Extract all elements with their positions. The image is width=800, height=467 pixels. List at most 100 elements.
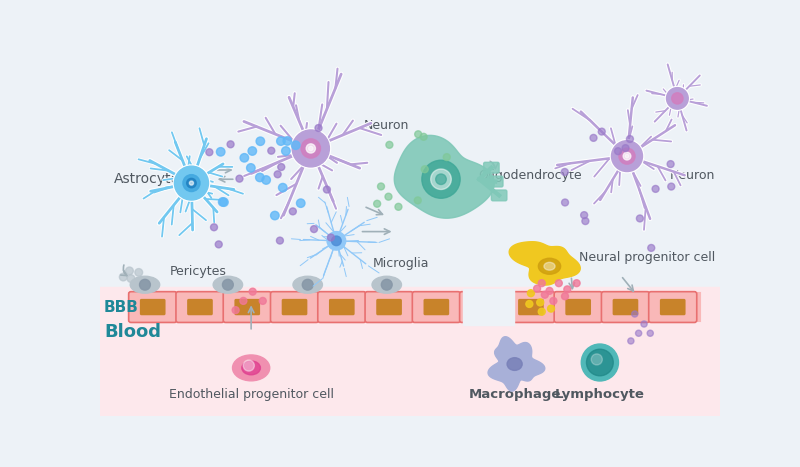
Ellipse shape	[372, 276, 402, 293]
FancyBboxPatch shape	[223, 292, 271, 322]
Circle shape	[210, 224, 218, 231]
Circle shape	[277, 137, 285, 145]
Ellipse shape	[130, 276, 160, 293]
Circle shape	[297, 199, 305, 207]
Circle shape	[611, 141, 642, 171]
Ellipse shape	[538, 258, 561, 274]
Circle shape	[562, 293, 569, 300]
Circle shape	[422, 160, 460, 198]
Circle shape	[667, 161, 674, 168]
FancyBboxPatch shape	[507, 292, 555, 322]
Circle shape	[206, 149, 213, 156]
FancyBboxPatch shape	[470, 299, 497, 315]
Circle shape	[374, 200, 381, 207]
Circle shape	[186, 178, 196, 188]
FancyBboxPatch shape	[282, 299, 307, 315]
Circle shape	[215, 241, 222, 248]
FancyBboxPatch shape	[176, 292, 224, 322]
Bar	[100, 56, 720, 287]
Circle shape	[378, 183, 385, 190]
Circle shape	[382, 279, 392, 290]
Circle shape	[619, 148, 635, 164]
Circle shape	[614, 148, 622, 155]
Circle shape	[582, 218, 589, 225]
Circle shape	[217, 148, 225, 156]
Polygon shape	[394, 135, 494, 218]
Circle shape	[626, 135, 634, 142]
FancyBboxPatch shape	[365, 292, 413, 322]
Text: BBB: BBB	[104, 299, 138, 315]
Ellipse shape	[233, 355, 270, 381]
Circle shape	[385, 193, 392, 200]
FancyBboxPatch shape	[140, 299, 166, 315]
Bar	[462, 290, 514, 325]
FancyBboxPatch shape	[649, 292, 697, 322]
Circle shape	[259, 297, 266, 304]
FancyBboxPatch shape	[459, 292, 508, 322]
FancyBboxPatch shape	[329, 299, 354, 315]
Circle shape	[274, 171, 281, 178]
Circle shape	[591, 354, 602, 365]
Circle shape	[652, 185, 659, 192]
FancyBboxPatch shape	[554, 292, 602, 322]
Text: Neural progenitor cell: Neural progenitor cell	[579, 251, 715, 264]
Circle shape	[240, 297, 247, 304]
Circle shape	[625, 154, 629, 158]
Text: Microglia: Microglia	[373, 257, 430, 270]
Circle shape	[436, 174, 446, 184]
Circle shape	[534, 285, 541, 292]
Circle shape	[232, 307, 239, 314]
Circle shape	[637, 215, 643, 222]
Circle shape	[243, 360, 254, 371]
Circle shape	[268, 147, 274, 154]
Circle shape	[666, 86, 690, 110]
Circle shape	[527, 290, 534, 297]
Circle shape	[562, 199, 569, 206]
Circle shape	[635, 330, 642, 336]
Circle shape	[218, 198, 227, 206]
Ellipse shape	[507, 358, 522, 370]
Circle shape	[395, 203, 402, 210]
Text: Endothelial progenitor cell: Endothelial progenitor cell	[169, 389, 334, 401]
FancyBboxPatch shape	[602, 292, 650, 322]
Circle shape	[270, 211, 279, 220]
Text: Neuron: Neuron	[363, 119, 409, 132]
FancyBboxPatch shape	[423, 299, 449, 315]
FancyBboxPatch shape	[518, 299, 544, 315]
Circle shape	[623, 152, 631, 160]
Circle shape	[256, 137, 265, 146]
Circle shape	[249, 288, 256, 295]
Circle shape	[327, 232, 346, 250]
Circle shape	[598, 128, 606, 135]
Circle shape	[668, 183, 674, 190]
FancyBboxPatch shape	[129, 292, 177, 322]
Ellipse shape	[544, 262, 555, 270]
Circle shape	[386, 142, 393, 149]
FancyBboxPatch shape	[487, 176, 503, 187]
FancyBboxPatch shape	[660, 299, 686, 315]
FancyBboxPatch shape	[376, 299, 402, 315]
Circle shape	[127, 275, 135, 283]
Circle shape	[246, 163, 255, 172]
Circle shape	[420, 134, 427, 140]
FancyBboxPatch shape	[318, 292, 366, 322]
Circle shape	[291, 129, 330, 168]
Circle shape	[236, 175, 243, 182]
Circle shape	[547, 305, 554, 312]
Bar	[130, 293, 700, 321]
Circle shape	[538, 308, 546, 315]
Circle shape	[255, 173, 264, 182]
Circle shape	[610, 140, 644, 173]
Bar	[100, 287, 720, 416]
FancyBboxPatch shape	[234, 299, 260, 315]
FancyBboxPatch shape	[412, 292, 460, 322]
Circle shape	[331, 236, 342, 246]
Circle shape	[430, 169, 451, 190]
Circle shape	[262, 176, 270, 184]
Circle shape	[666, 88, 688, 109]
Circle shape	[309, 146, 313, 151]
Circle shape	[632, 311, 638, 317]
Circle shape	[278, 163, 285, 170]
Text: Oligodendrocyte: Oligodendrocyte	[478, 169, 582, 182]
Circle shape	[672, 93, 683, 104]
